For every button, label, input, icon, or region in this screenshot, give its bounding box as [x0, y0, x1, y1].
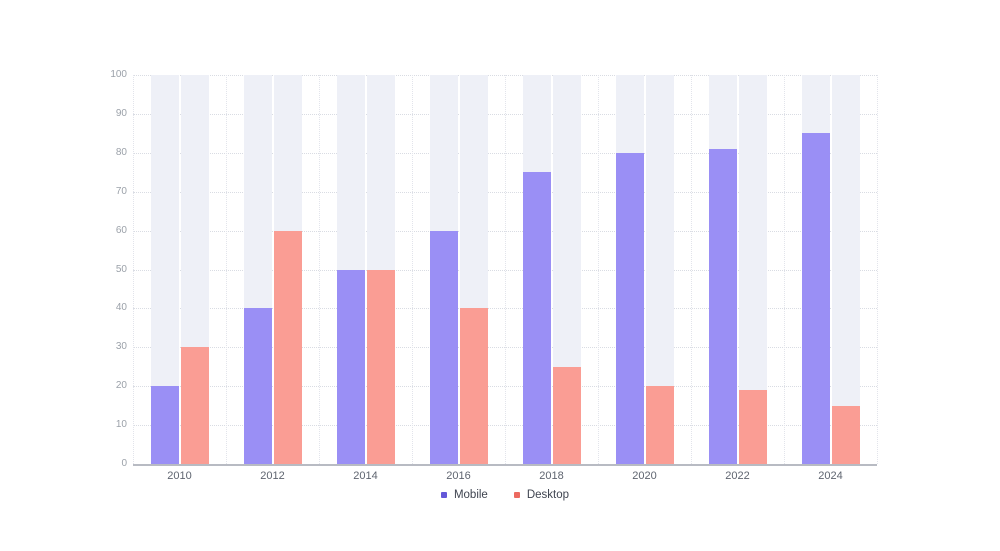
vertical-gridline	[877, 75, 878, 464]
bar-desktop-2016[interactable]	[459, 308, 488, 464]
bar-slot-band	[831, 75, 860, 464]
legend-item-desktop[interactable]: Desktop	[513, 489, 570, 501]
bar-desktop-2020[interactable]	[645, 386, 674, 464]
x-tick-label: 2016	[446, 470, 471, 482]
y-tick-label: 20	[115, 380, 127, 392]
bar-mobile-2018[interactable]	[522, 172, 551, 464]
x-tick-label: 2024	[818, 470, 843, 482]
vertical-gridline	[691, 75, 692, 464]
y-tick-label: 40	[115, 302, 127, 314]
y-tick-label: 90	[115, 107, 127, 119]
legend-label: Mobile	[453, 489, 488, 501]
legend-swatch-mobile-icon	[440, 492, 447, 498]
bar-desktop-2012[interactable]	[273, 230, 302, 464]
bar-desktop-2014[interactable]	[366, 269, 395, 464]
y-axis: 0 10 20 30 40 50 60 70 80 90 100	[85, 69, 127, 469]
bar-mobile-2016[interactable]	[429, 230, 458, 464]
x-tick-label: 2022	[725, 470, 750, 482]
y-tick-label: 0	[121, 458, 127, 469]
vertical-gridline	[133, 75, 134, 464]
bar-mobile-2010[interactable]	[150, 386, 179, 464]
vertical-gridline	[319, 75, 320, 464]
bar-mobile-2022[interactable]	[708, 148, 737, 464]
y-tick-label: 100	[110, 69, 127, 80]
x-axis: 2010 2012 2014 2016 2018 2020 2022 2024	[133, 470, 877, 486]
legend-label: Desktop	[526, 489, 570, 501]
y-tick-label: 70	[115, 185, 127, 197]
x-tick-label: 2010	[167, 470, 192, 482]
y-tick-label: 80	[115, 146, 127, 158]
vertical-gridline	[784, 75, 785, 464]
legend-item-mobile[interactable]: Mobile	[440, 489, 488, 501]
vertical-gridline	[412, 75, 413, 464]
bar-desktop-2022[interactable]	[738, 390, 767, 464]
y-tick-label: 50	[115, 263, 127, 275]
bar-mobile-2014[interactable]	[336, 269, 365, 464]
x-tick-label: 2012	[260, 470, 285, 482]
y-tick-label: 30	[115, 341, 127, 353]
vertical-gridline	[226, 75, 227, 464]
bar-mobile-2012[interactable]	[243, 308, 272, 464]
bar-mobile-2024[interactable]	[801, 133, 830, 464]
x-tick-label: 2020	[632, 470, 657, 482]
legend-swatch-desktop-icon	[513, 492, 520, 498]
x-tick-label: 2014	[353, 470, 378, 482]
vertical-gridline	[598, 75, 599, 464]
bar-desktop-2010[interactable]	[180, 347, 209, 464]
y-tick-label: 60	[115, 224, 127, 236]
x-tick-label: 2018	[539, 470, 564, 482]
bar-desktop-2024[interactable]	[831, 405, 860, 464]
legend: Mobile Desktop	[133, 487, 877, 503]
bar-mobile-2020[interactable]	[615, 152, 644, 464]
bar-desktop-2018[interactable]	[552, 366, 581, 464]
plot-area	[133, 75, 878, 466]
vertical-gridline	[505, 75, 506, 464]
y-tick-label: 10	[115, 419, 127, 431]
